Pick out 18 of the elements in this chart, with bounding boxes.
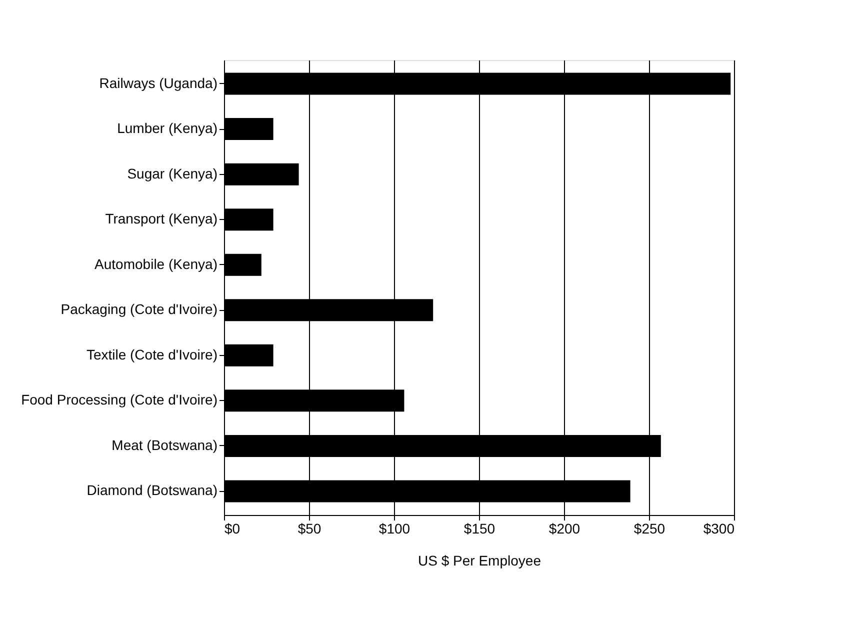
y-tick-label: Food Processing (Cote d'Ivoire) bbox=[21, 392, 218, 408]
x-tick-label: $250 bbox=[634, 520, 666, 536]
y-tick-label: Diamond (Botswana) bbox=[86, 482, 218, 498]
y-tick-label: Automobile (Kenya) bbox=[94, 256, 218, 272]
x-tick-label: $0 bbox=[224, 520, 240, 536]
y-tick-label: Sugar (Kenya) bbox=[127, 165, 218, 182]
x-tick-label: $50 bbox=[298, 520, 322, 536]
y-tick-label: Transport (Kenya) bbox=[105, 210, 218, 227]
y-tick-label: Railways (Uganda) bbox=[99, 74, 218, 91]
y-tick-label: Textile (Cote d'Ivoire) bbox=[86, 346, 218, 362]
x-tick-label: $150 bbox=[464, 520, 496, 536]
y-tick-label: Packaging (Cote d'Ivoire) bbox=[60, 301, 218, 318]
x-tick-label: $300 bbox=[703, 520, 735, 536]
x-axis-title: US $ Per Employee bbox=[418, 552, 542, 568]
x-tick-label: $100 bbox=[378, 520, 410, 536]
y-tick-label: Lumber (Kenya) bbox=[117, 120, 218, 136]
x-tick-label: $200 bbox=[548, 520, 580, 536]
y-tick-label: Meat (Botswana) bbox=[112, 436, 218, 453]
